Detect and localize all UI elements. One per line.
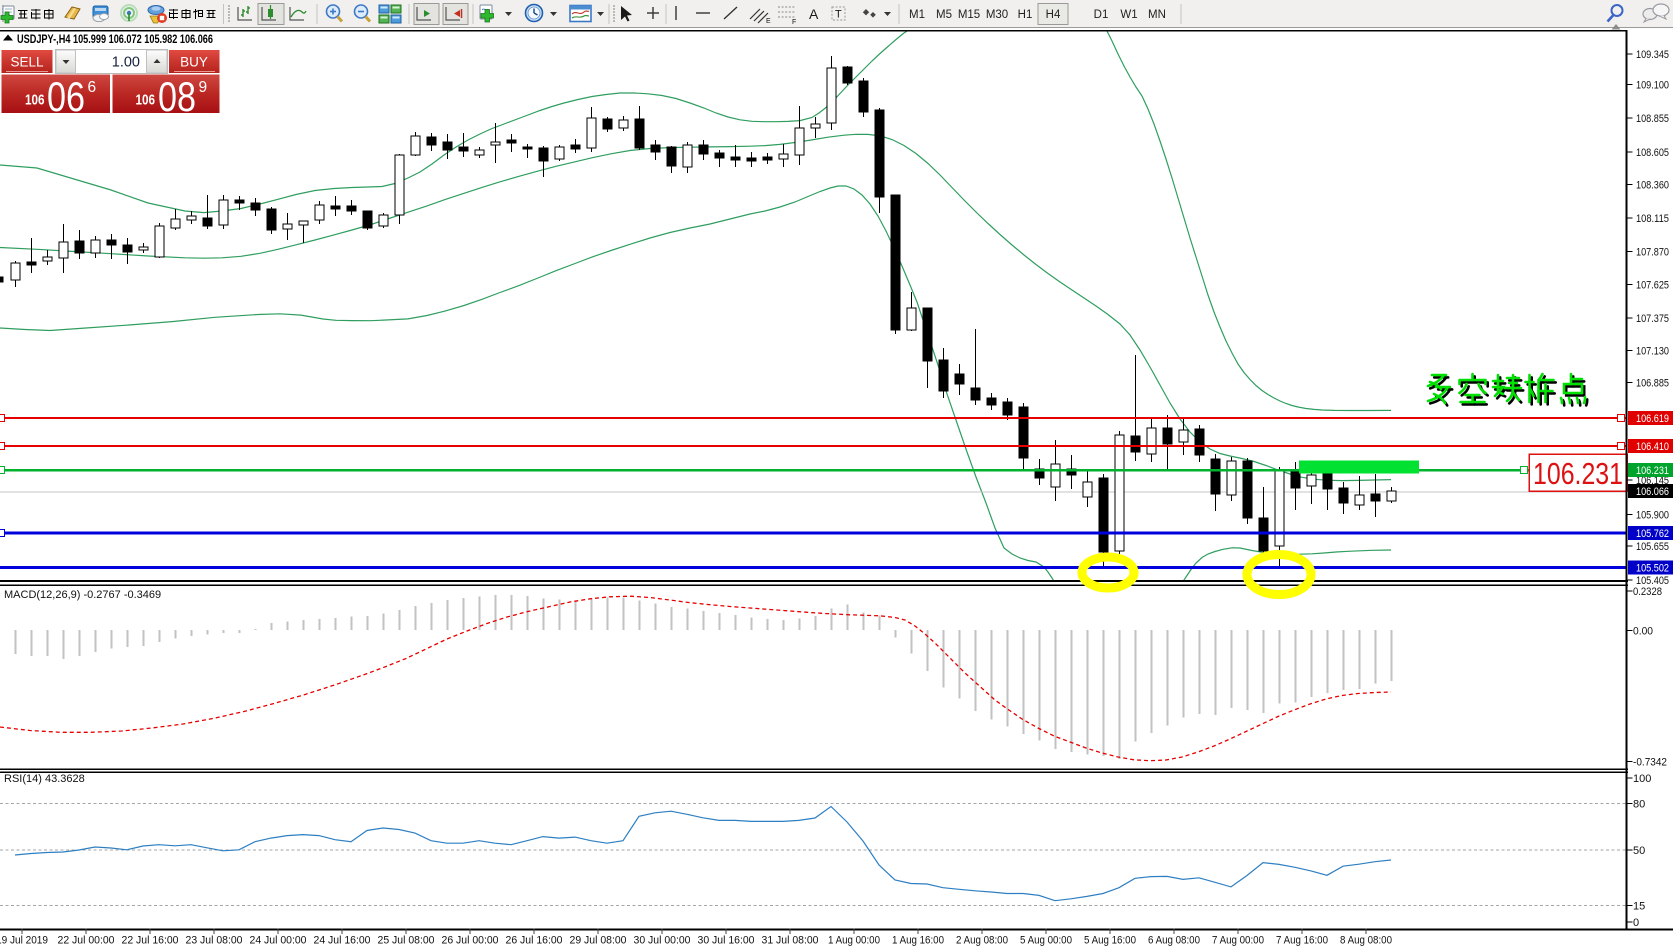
svg-text:06: 06: [47, 73, 85, 120]
svg-text:108.605: 108.605: [1636, 147, 1669, 159]
svg-text:105.502: 105.502: [1636, 563, 1669, 575]
svg-text:24 Jul 16:00: 24 Jul 16:00: [314, 935, 371, 947]
svg-text:19 Jul 2019: 19 Jul 2019: [0, 935, 48, 947]
svg-text:107.130: 107.130: [1636, 346, 1669, 358]
svg-text:A: A: [809, 6, 819, 22]
svg-text:RSI(14) 43.3628: RSI(14) 43.3628: [4, 773, 85, 785]
svg-text:106: 106: [136, 93, 156, 109]
svg-text:31 Jul 08:00: 31 Jul 08:00: [762, 935, 819, 947]
svg-text:0: 0: [1633, 917, 1639, 929]
svg-text:106.066: 106.066: [1636, 486, 1669, 498]
svg-text:1 Aug 00:00: 1 Aug 00:00: [828, 935, 880, 947]
svg-text:106.231: 106.231: [1533, 456, 1623, 491]
svg-text:26 Jul 00:00: 26 Jul 00:00: [442, 935, 499, 947]
svg-text:108.855: 108.855: [1636, 113, 1669, 125]
svg-text:6 Aug 08:00: 6 Aug 08:00: [1148, 935, 1200, 947]
svg-text:108.360: 108.360: [1636, 180, 1669, 192]
svg-text:08: 08: [158, 73, 196, 120]
svg-text:105.900: 105.900: [1636, 510, 1669, 522]
svg-text:106.619: 106.619: [1636, 413, 1669, 425]
svg-text:7 Aug 16:00: 7 Aug 16:00: [1276, 935, 1328, 947]
svg-text:23 Jul 08:00: 23 Jul 08:00: [186, 935, 243, 947]
svg-text:80: 80: [1633, 798, 1645, 810]
svg-text:108.115: 108.115: [1636, 213, 1669, 225]
svg-text:106: 106: [25, 93, 45, 109]
svg-text:USDJPY-,H4 105.999 106.072 10: USDJPY-,H4 105.999 106.072 105.982 106.0…: [17, 32, 213, 46]
svg-text:SELL: SELL: [10, 55, 44, 70]
svg-text:106.231: 106.231: [1636, 465, 1669, 477]
svg-text:105.405: 105.405: [1636, 575, 1669, 587]
svg-text:M5: M5: [936, 9, 952, 21]
svg-text:106.885: 106.885: [1636, 378, 1669, 390]
svg-text:2 Aug 08:00: 2 Aug 08:00: [956, 935, 1008, 947]
svg-text:105.655: 105.655: [1636, 541, 1669, 553]
svg-text:BUY: BUY: [180, 55, 208, 70]
svg-text:E: E: [766, 18, 771, 25]
svg-text:9: 9: [199, 79, 208, 96]
svg-text:7 Aug 00:00: 7 Aug 00:00: [1212, 935, 1264, 947]
svg-text:T: T: [835, 9, 842, 21]
svg-text:106.410: 106.410: [1636, 441, 1669, 453]
svg-text:D1: D1: [1094, 9, 1109, 21]
svg-text:8 Aug 08:00: 8 Aug 08:00: [1340, 935, 1392, 947]
svg-text:109.100: 109.100: [1636, 80, 1669, 92]
svg-text:22 Jul 16:00: 22 Jul 16:00: [122, 935, 179, 947]
svg-text:1 Aug 16:00: 1 Aug 16:00: [892, 935, 944, 947]
svg-text:W1: W1: [1120, 9, 1137, 21]
svg-text:26 Jul 16:00: 26 Jul 16:00: [506, 935, 563, 947]
svg-text:MACD(12,26,9) -0.2767 -0.3469: MACD(12,26,9) -0.2767 -0.3469: [4, 589, 161, 601]
svg-text:30 Jul 00:00: 30 Jul 00:00: [634, 935, 691, 947]
svg-text:M30: M30: [986, 9, 1008, 21]
svg-text:24 Jul 00:00: 24 Jul 00:00: [250, 935, 307, 947]
svg-text:107.375: 107.375: [1636, 313, 1669, 325]
svg-text:22 Jul 00:00: 22 Jul 00:00: [58, 935, 115, 947]
svg-text:100: 100: [1633, 773, 1651, 785]
svg-text:25 Jul 08:00: 25 Jul 08:00: [378, 935, 435, 947]
svg-text:0.00: 0.00: [1633, 626, 1653, 638]
svg-text:107.870: 107.870: [1636, 247, 1669, 259]
svg-text:15: 15: [1633, 901, 1645, 913]
svg-text:H4: H4: [1046, 9, 1061, 21]
svg-text:5 Aug 16:00: 5 Aug 16:00: [1084, 935, 1136, 947]
svg-text:0.2328: 0.2328: [1633, 586, 1662, 598]
svg-text:29 Jul 08:00: 29 Jul 08:00: [570, 935, 627, 947]
svg-text:-0.7342: -0.7342: [1633, 757, 1667, 769]
svg-text:F: F: [792, 19, 796, 26]
svg-text:M15: M15: [958, 9, 980, 21]
svg-text:6: 6: [88, 79, 97, 96]
svg-text:105.762: 105.762: [1636, 528, 1669, 540]
svg-text:5 Aug 00:00: 5 Aug 00:00: [1020, 935, 1072, 947]
svg-text:1.00: 1.00: [112, 55, 140, 71]
svg-text:50: 50: [1633, 845, 1645, 857]
svg-text:MN: MN: [1148, 9, 1166, 21]
svg-text:30 Jul 16:00: 30 Jul 16:00: [698, 935, 755, 947]
svg-text:107.625: 107.625: [1636, 280, 1669, 292]
svg-text:M1: M1: [909, 9, 925, 21]
svg-text:H1: H1: [1018, 9, 1033, 21]
svg-text:109.345: 109.345: [1636, 49, 1669, 61]
